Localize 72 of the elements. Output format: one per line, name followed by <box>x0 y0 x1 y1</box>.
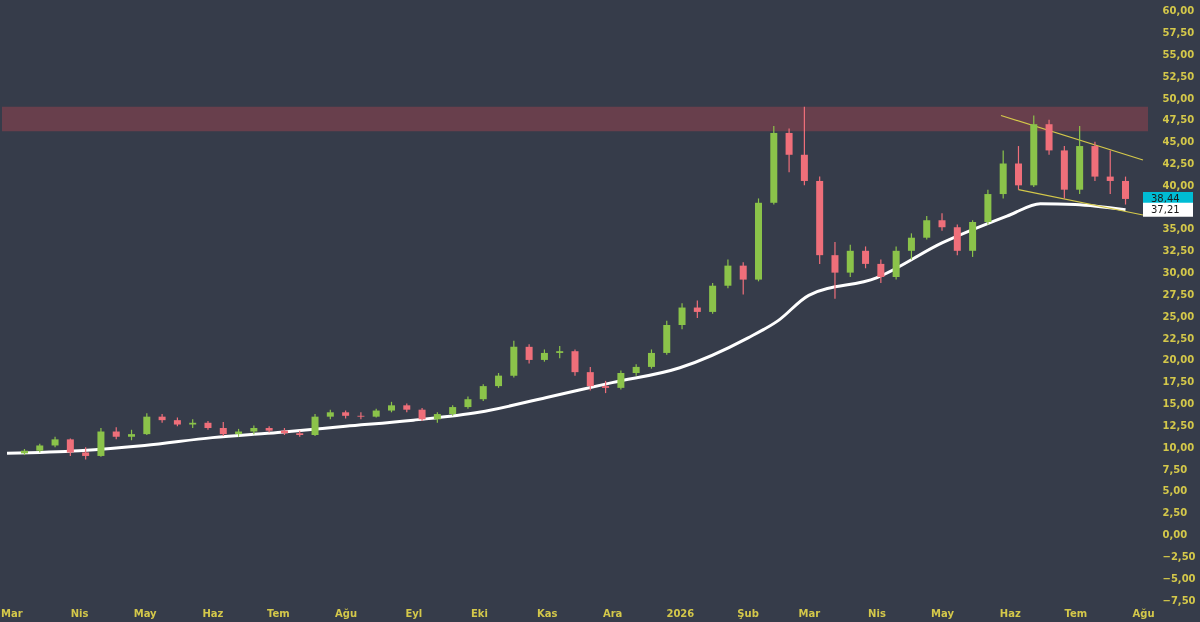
candlestick <box>739 261 747 296</box>
y-tick-label: 35,00 <box>1162 223 1195 235</box>
x-tick-label: Kas <box>536 607 558 619</box>
line-series <box>5 202 1128 455</box>
y-tick-label: 52,50 <box>1162 70 1195 82</box>
y-tick-label: −2,50 <box>1162 550 1196 562</box>
candlestick <box>586 366 594 392</box>
y-tick-label: 57,50 <box>1162 27 1195 39</box>
candlestick <box>831 241 839 300</box>
candlestick <box>250 424 258 435</box>
x-tick-label: Mar <box>1 607 23 619</box>
candlestick <box>525 343 533 365</box>
x-tick-label: Tem <box>1064 607 1088 619</box>
y-tick-label: −5,00 <box>1162 572 1196 584</box>
candlestick <box>1106 149 1114 195</box>
y-tick-label: 22,50 <box>1162 332 1195 344</box>
y-tick-label: 7,50 <box>1162 463 1188 475</box>
y-tick-label: 50,00 <box>1162 92 1195 104</box>
y-tick-label: 20,00 <box>1162 354 1195 366</box>
y-tick-label: 40,00 <box>1162 179 1195 191</box>
candlestick <box>938 212 946 232</box>
candlestick <box>1014 145 1022 191</box>
y-tick-label: 30,00 <box>1162 267 1195 279</box>
y-tick-label: 55,00 <box>1162 48 1195 60</box>
x-tick-label: Şub <box>737 607 759 619</box>
candlestick <box>923 215 931 241</box>
text: 38,44 <box>1151 192 1180 204</box>
y-tick-label: 12,50 <box>1162 419 1195 431</box>
y-tick-label: −7,50 <box>1162 594 1196 606</box>
candlestick <box>953 224 961 256</box>
x-tick-label: Haz <box>202 607 224 619</box>
y-tick-label: 17,50 <box>1162 376 1195 388</box>
candlestick <box>311 413 319 437</box>
x-tick-label: Ağu <box>1132 607 1155 619</box>
y-tick-label: 10,00 <box>1162 441 1195 453</box>
candlestick <box>862 245 870 269</box>
x-tick-label: 2026 <box>666 607 695 619</box>
candlestick <box>617 369 625 391</box>
candlestick <box>571 348 579 377</box>
x-tick-label: Eyl <box>405 607 423 619</box>
y-tick-label: 25,00 <box>1162 310 1195 322</box>
y-tick-label: 47,50 <box>1162 114 1195 126</box>
y-tick-label: 60,00 <box>1162 5 1195 17</box>
x-tick-label: Ağu <box>335 607 358 619</box>
candlestick <box>907 232 915 261</box>
candlestick <box>357 411 365 420</box>
candlestick <box>647 348 655 370</box>
candlestick <box>1122 176 1130 206</box>
candlestick <box>724 258 732 289</box>
y-tick-label: 0,00 <box>1162 529 1188 541</box>
candlestick <box>877 258 885 284</box>
y-tick-label: 45,00 <box>1162 136 1195 148</box>
candlestick <box>846 244 854 278</box>
x-tick-label: May <box>931 607 955 619</box>
y-tick-label: 5,00 <box>1162 485 1188 497</box>
x-tick-label: Ara <box>602 607 623 619</box>
x-tick-label: Nis <box>70 607 89 619</box>
y-tick-label: 2,50 <box>1162 507 1188 519</box>
candlestick <box>678 302 686 330</box>
y-tick-label: 42,50 <box>1162 158 1195 169</box>
y-tick-label: 32,50 <box>1162 245 1195 257</box>
x-tick-label: Mar <box>798 607 821 619</box>
x-tick-label: Haz <box>999 607 1021 619</box>
x-tick-label: Tem <box>267 607 290 619</box>
text: 37,21 <box>1151 203 1180 215</box>
x-tick-label: Eki <box>470 607 488 619</box>
x-tick-label: Nis <box>868 607 886 619</box>
candlestick <box>785 127 793 173</box>
candlestick <box>143 412 151 436</box>
x-tick-label: May <box>133 607 158 619</box>
y-tick-label: 15,00 <box>1162 398 1195 410</box>
y-tick-label: 27,50 <box>1162 288 1195 300</box>
